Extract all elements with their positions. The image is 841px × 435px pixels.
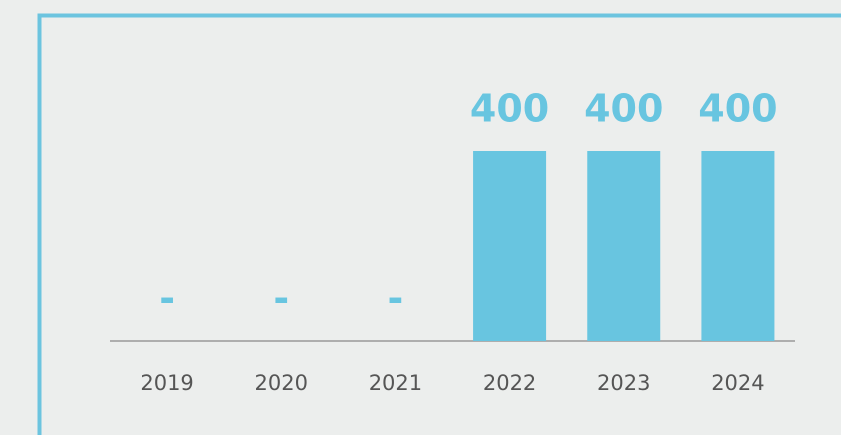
bar — [587, 151, 661, 341]
frame — [37, 13, 841, 435]
x-tick-label: 2024 — [711, 371, 764, 395]
x-tick-label: 2021 — [369, 371, 422, 395]
bar — [701, 151, 775, 341]
x-tick-label: 2022 — [483, 371, 536, 395]
x-tick-label: 2020 — [255, 371, 308, 395]
value-label: 400 — [584, 87, 663, 131]
value-label: - — [159, 277, 175, 321]
x-tick-label: 2019 — [140, 371, 193, 395]
bar — [473, 151, 547, 341]
value-label: - — [273, 277, 289, 321]
value-label: - — [388, 277, 404, 321]
x-tick-label: 2023 — [597, 371, 650, 395]
value-label: 400 — [698, 87, 777, 131]
value-label: 400 — [470, 87, 549, 131]
